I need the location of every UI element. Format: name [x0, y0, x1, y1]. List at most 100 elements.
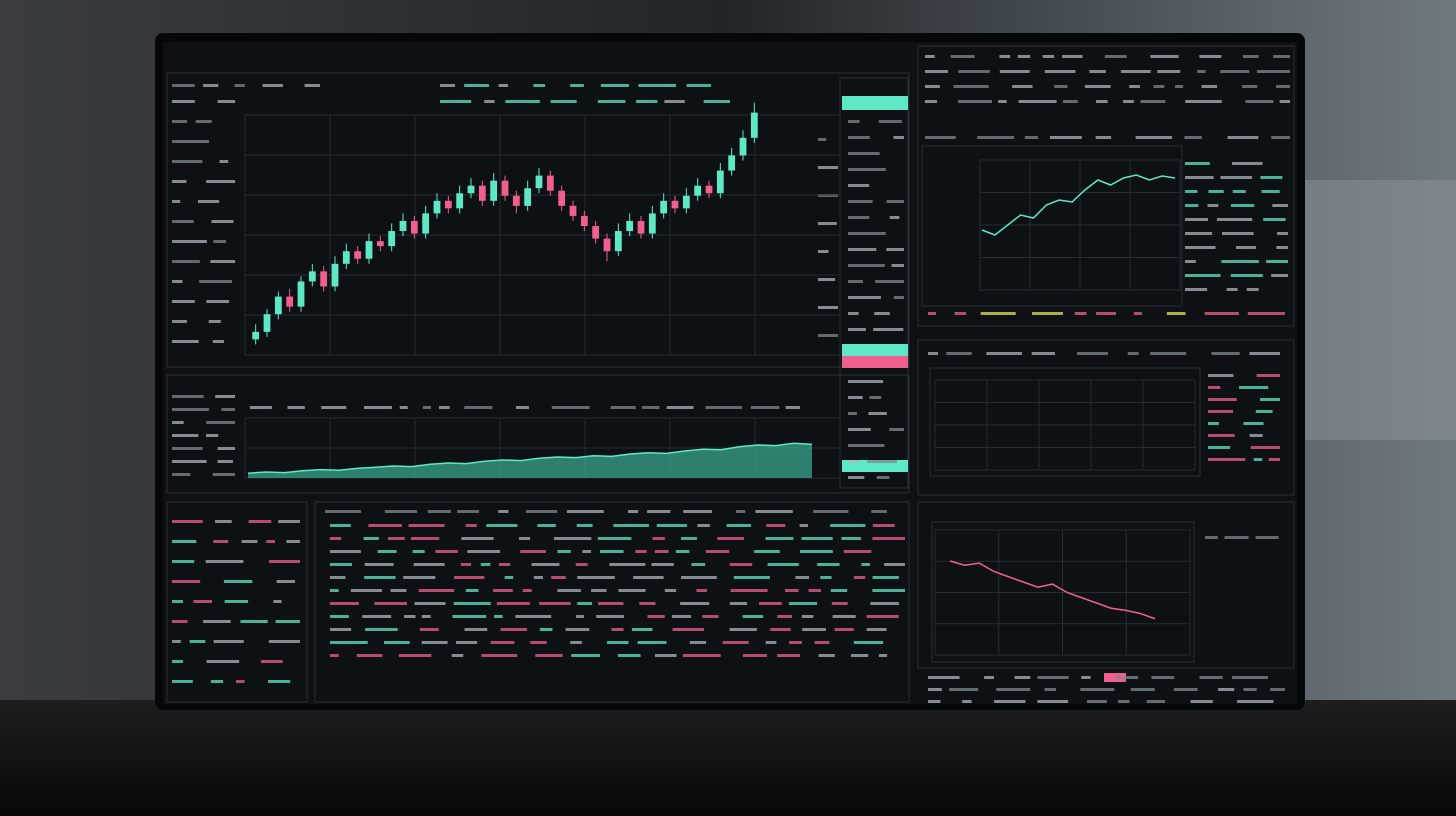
candle-body — [410, 220, 418, 234]
text-placeholder — [953, 85, 989, 88]
text-placeholder — [1081, 676, 1091, 679]
text-placeholder — [853, 576, 866, 579]
text-placeholder — [818, 654, 835, 657]
text-placeholder — [1199, 676, 1223, 679]
text-placeholder — [873, 328, 904, 331]
text-placeholder — [520, 550, 546, 553]
text-placeholder — [994, 700, 1026, 703]
text-placeholder — [638, 84, 676, 87]
text-placeholder — [1185, 260, 1196, 263]
text-placeholder — [986, 352, 1022, 355]
text-placeholder — [818, 250, 829, 253]
text-placeholder — [522, 589, 532, 592]
text-placeholder — [199, 280, 233, 283]
candle-body — [671, 200, 679, 209]
text-placeholder — [1277, 232, 1288, 235]
text-placeholder — [705, 550, 730, 553]
text-placeholder — [287, 406, 305, 409]
window-city — [1300, 180, 1456, 440]
text-placeholder — [637, 641, 667, 644]
highlight-tab[interactable] — [1104, 673, 1126, 682]
text-placeholder — [330, 537, 342, 540]
candle-body — [286, 296, 294, 307]
text-placeholder — [1185, 232, 1213, 235]
candle-body — [614, 231, 622, 252]
text-placeholder — [675, 550, 690, 553]
text-placeholder — [172, 280, 183, 283]
text-placeholder — [435, 550, 458, 553]
text-placeholder — [1031, 352, 1055, 355]
text-placeholder — [1260, 176, 1283, 179]
text-placeholder — [1208, 374, 1234, 377]
text-placeholder — [172, 421, 184, 424]
text-placeholder — [871, 510, 887, 513]
candle-body — [660, 200, 668, 214]
text-placeholder — [818, 138, 827, 141]
candle-body — [467, 185, 475, 194]
text-placeholder — [557, 550, 571, 553]
text-placeholder — [703, 100, 730, 103]
highlight-row[interactable] — [842, 344, 908, 356]
highlight-row[interactable] — [842, 356, 908, 368]
text-placeholder — [494, 615, 503, 618]
text-placeholder — [814, 641, 830, 644]
text-placeholder — [1127, 352, 1139, 355]
candle-body — [388, 231, 396, 247]
text-placeholder — [172, 520, 203, 523]
text-placeholder — [627, 510, 639, 513]
active-ticker-row[interactable] — [842, 96, 908, 110]
area — [248, 443, 812, 478]
text-placeholder — [408, 524, 445, 527]
text-placeholder — [872, 537, 905, 540]
text-placeholder — [730, 589, 768, 592]
text-placeholder — [848, 312, 859, 315]
text-placeholder — [1205, 536, 1218, 539]
text-placeholder — [664, 589, 677, 592]
candle-body — [331, 263, 339, 287]
text-placeholder — [607, 641, 629, 644]
text-placeholder — [248, 520, 272, 523]
text-placeholder — [765, 537, 794, 540]
text-placeholder — [172, 240, 207, 243]
text-placeholder — [1084, 85, 1111, 88]
text-placeholder — [1271, 136, 1290, 139]
text-placeholder — [268, 640, 300, 643]
text-placeholder — [172, 600, 184, 603]
text-placeholder — [172, 434, 199, 437]
text-placeholder — [404, 615, 416, 618]
text-placeholder — [1218, 688, 1235, 691]
text-placeholder — [1220, 176, 1253, 179]
text-placeholder — [958, 70, 990, 73]
text-placeholder — [1123, 100, 1134, 103]
text-placeholder — [789, 602, 818, 605]
text-placeholder — [889, 216, 900, 219]
text-placeholder — [217, 100, 235, 103]
text-placeholder — [273, 600, 282, 603]
text-placeholder — [217, 447, 235, 450]
text-placeholder — [330, 589, 339, 592]
text-placeholder — [398, 654, 432, 657]
text-placeholder — [480, 563, 491, 566]
text-placeholder — [848, 248, 877, 251]
candle-body — [274, 296, 282, 315]
text-placeholder — [870, 602, 899, 605]
text-placeholder — [777, 654, 800, 657]
text-placeholder — [1242, 55, 1259, 58]
text-placeholder — [481, 654, 518, 657]
text-placeholder — [262, 84, 283, 87]
text-placeholder — [1012, 85, 1033, 88]
text-placeholder — [596, 615, 624, 618]
text-placeholder — [820, 576, 832, 579]
text-placeholder — [1120, 70, 1151, 73]
text-placeholder — [1239, 386, 1269, 389]
text-placeholder — [1276, 246, 1288, 249]
text-placeholder — [1208, 386, 1221, 389]
text-placeholder — [193, 600, 213, 603]
text-placeholder — [767, 563, 799, 566]
text-placeholder — [205, 560, 244, 563]
text-placeholder — [1190, 700, 1213, 703]
text-placeholder — [848, 136, 870, 139]
text-placeholder — [221, 408, 235, 411]
text-placeholder — [172, 100, 195, 103]
text-placeholder — [872, 576, 899, 579]
